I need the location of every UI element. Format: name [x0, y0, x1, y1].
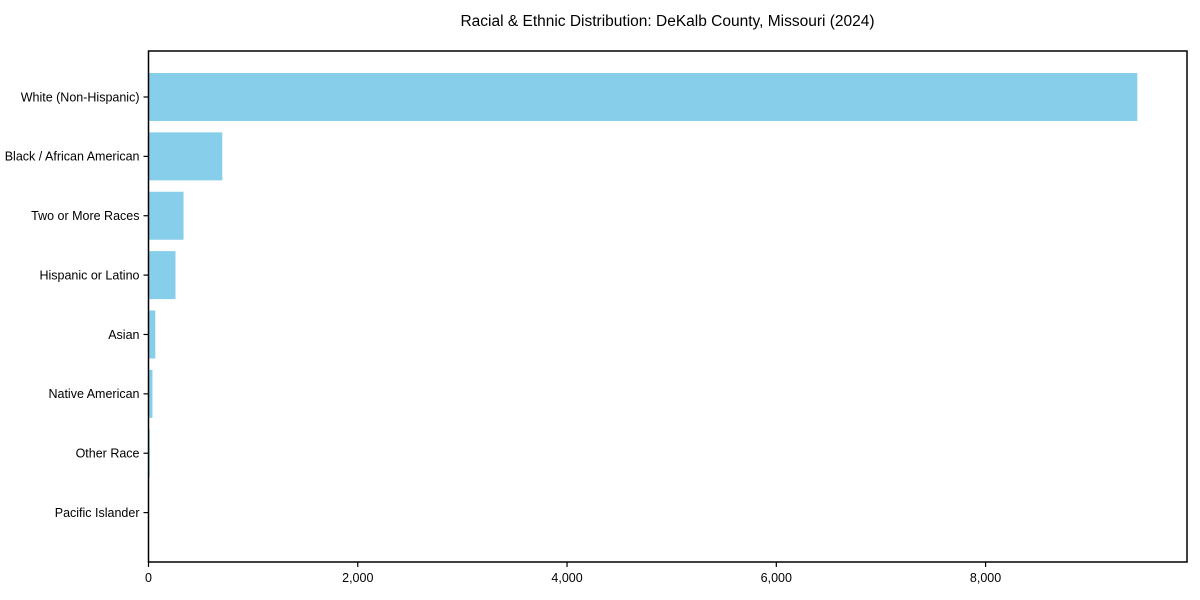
plot-border	[147, 50, 1188, 563]
x-tick-label: 4,000	[551, 571, 582, 585]
bar	[148, 191, 184, 240]
category-label: Native American	[48, 387, 139, 401]
bar	[148, 132, 223, 181]
bar	[148, 310, 156, 359]
category-label: Other Race	[76, 447, 140, 461]
x-tick-label: 0	[145, 571, 152, 585]
x-tick-label: 6,000	[761, 571, 792, 585]
x-tick-label: 8,000	[970, 571, 1001, 585]
axes-layer: White (Non-Hispanic) Black / African Amer…	[5, 50, 1188, 585]
category-label: Asian	[108, 328, 139, 342]
category-label: White (Non-Hispanic)	[21, 90, 140, 104]
category-label: Two or More Races	[31, 209, 139, 223]
category-label: Pacific Islander	[55, 506, 140, 520]
bar	[148, 251, 176, 300]
chart-title: Racial & Ethnic Distribution: DeKalb Cou…	[460, 13, 874, 30]
x-tick-label: 2,000	[342, 571, 373, 585]
category-label: Black / African American	[5, 150, 140, 164]
bars-layer	[148, 73, 1138, 537]
category-label: Hispanic or Latino	[39, 268, 139, 282]
bar	[148, 369, 153, 418]
bar	[148, 73, 1138, 121]
